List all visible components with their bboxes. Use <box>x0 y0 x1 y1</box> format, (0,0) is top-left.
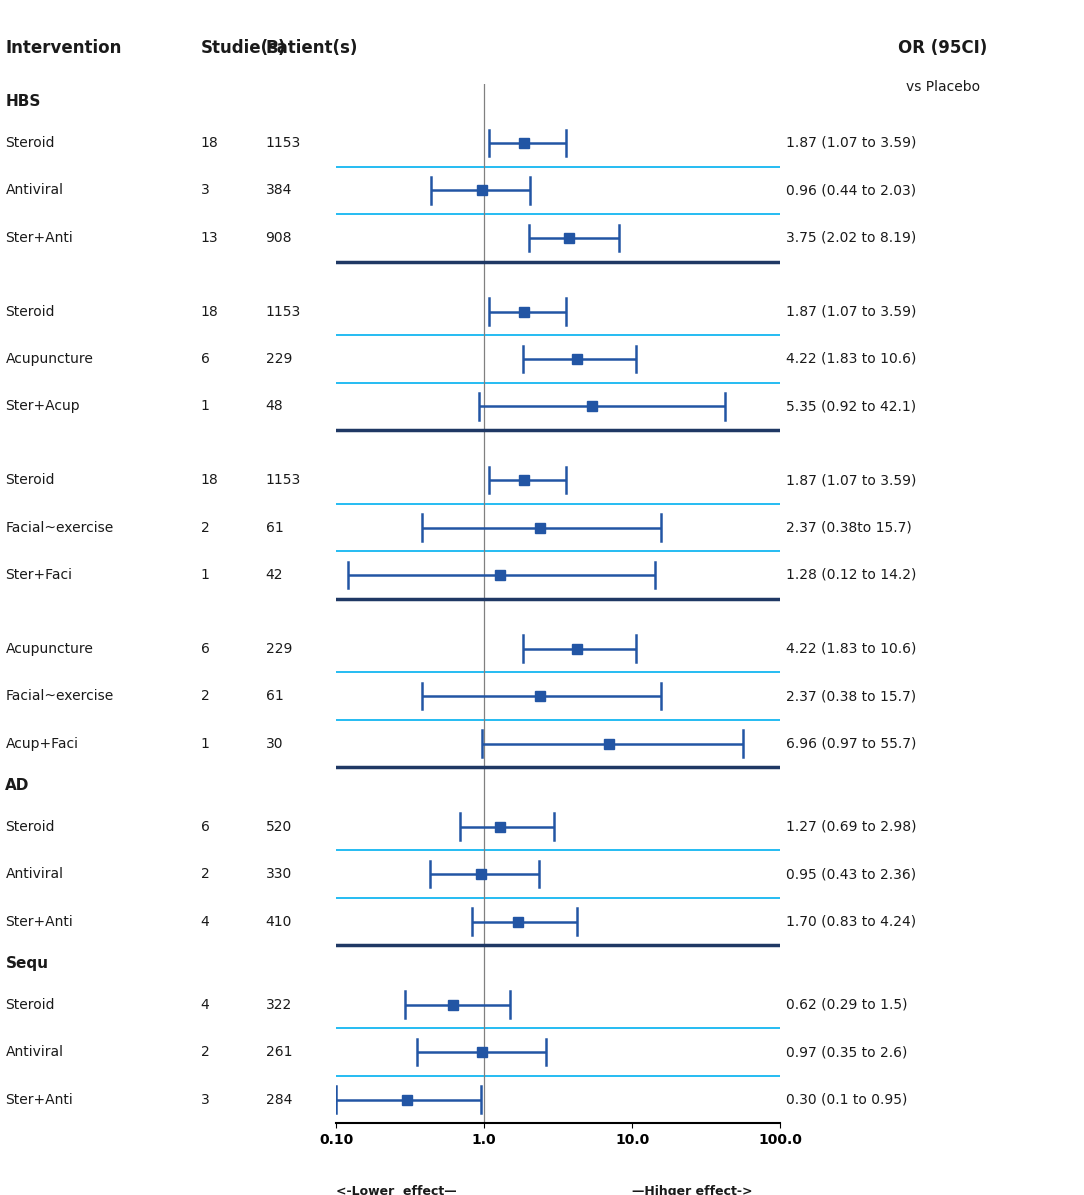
Text: Acup+Faci: Acup+Faci <box>5 736 78 750</box>
Text: Ster+Anti: Ster+Anti <box>5 231 74 245</box>
Text: 229: 229 <box>266 642 292 656</box>
Text: 1.28 (0.12 to 14.2): 1.28 (0.12 to 14.2) <box>786 568 916 582</box>
Text: 18: 18 <box>201 473 218 488</box>
Text: 1153: 1153 <box>266 305 301 319</box>
Text: Facial~exercise: Facial~exercise <box>5 690 114 703</box>
Text: 2: 2 <box>201 868 209 881</box>
Text: 6: 6 <box>201 353 209 366</box>
Text: Antiviral: Antiviral <box>5 184 64 197</box>
Text: 6.96 (0.97 to 55.7): 6.96 (0.97 to 55.7) <box>786 736 916 750</box>
Text: 0.95 (0.43 to 2.36): 0.95 (0.43 to 2.36) <box>786 868 916 881</box>
Text: 2: 2 <box>201 1046 209 1059</box>
Text: 1: 1 <box>201 399 209 413</box>
Text: 520: 520 <box>266 820 292 834</box>
Text: 4.22 (1.83 to 10.6): 4.22 (1.83 to 10.6) <box>786 353 916 366</box>
Text: Steroid: Steroid <box>5 305 55 319</box>
Text: 261: 261 <box>266 1046 292 1059</box>
Text: 1.87 (1.07 to 3.59): 1.87 (1.07 to 3.59) <box>786 136 916 151</box>
Text: Antiviral: Antiviral <box>5 1046 64 1059</box>
Text: Facial~exercise: Facial~exercise <box>5 521 114 534</box>
Text: Ster+Acup: Ster+Acup <box>5 399 80 413</box>
Text: 1.27 (0.69 to 2.98): 1.27 (0.69 to 2.98) <box>786 820 916 834</box>
Text: 2: 2 <box>201 690 209 703</box>
Text: 4: 4 <box>201 998 209 1012</box>
Text: 330: 330 <box>266 868 292 881</box>
Text: 284: 284 <box>266 1092 292 1107</box>
Text: 48: 48 <box>266 399 283 413</box>
Text: 384: 384 <box>266 184 292 197</box>
Text: 18: 18 <box>201 305 218 319</box>
Text: Acupuncture: Acupuncture <box>5 353 93 366</box>
Text: —Hihger effect->: —Hihger effect-> <box>632 1185 752 1195</box>
Text: 1: 1 <box>201 568 209 582</box>
Text: 30: 30 <box>266 736 283 750</box>
Text: 2.37 (0.38to 15.7): 2.37 (0.38to 15.7) <box>786 521 912 534</box>
Text: 3.75 (2.02 to 8.19): 3.75 (2.02 to 8.19) <box>786 231 916 245</box>
Text: Sequ: Sequ <box>5 956 49 970</box>
Text: <-Lower  effect—: <-Lower effect— <box>336 1185 456 1195</box>
Text: 6: 6 <box>201 820 209 834</box>
Text: 6: 6 <box>201 642 209 656</box>
Text: Steroid: Steroid <box>5 998 55 1012</box>
Text: HBS: HBS <box>5 94 41 109</box>
Text: Acupuncture: Acupuncture <box>5 642 93 656</box>
Text: Ster+Faci: Ster+Faci <box>5 568 73 582</box>
Text: 0.30 (0.1 to 0.95): 0.30 (0.1 to 0.95) <box>786 1092 907 1107</box>
Text: 1.70 (0.83 to 4.24): 1.70 (0.83 to 4.24) <box>786 914 916 929</box>
Text: Steroid: Steroid <box>5 473 55 488</box>
Text: 61: 61 <box>266 521 283 534</box>
Text: OR (95CI): OR (95CI) <box>899 39 988 57</box>
Text: 1.87 (1.07 to 3.59): 1.87 (1.07 to 3.59) <box>786 305 916 319</box>
Text: 2.37 (0.38 to 15.7): 2.37 (0.38 to 15.7) <box>786 690 916 703</box>
Text: 4.22 (1.83 to 10.6): 4.22 (1.83 to 10.6) <box>786 642 916 656</box>
Text: 908: 908 <box>266 231 292 245</box>
Text: 322: 322 <box>266 998 292 1012</box>
Text: 0.97 (0.35 to 2.6): 0.97 (0.35 to 2.6) <box>786 1046 907 1059</box>
Text: 13: 13 <box>201 231 218 245</box>
Text: 61: 61 <box>266 690 283 703</box>
Text: 4: 4 <box>201 914 209 929</box>
Text: Steroid: Steroid <box>5 136 55 151</box>
Text: Ster+Anti: Ster+Anti <box>5 914 74 929</box>
Text: 2: 2 <box>201 521 209 534</box>
Text: 3: 3 <box>201 1092 209 1107</box>
Text: 410: 410 <box>266 914 292 929</box>
Text: Ster+Anti: Ster+Anti <box>5 1092 74 1107</box>
Text: Antiviral: Antiviral <box>5 868 64 881</box>
Text: 0.96 (0.44 to 2.03): 0.96 (0.44 to 2.03) <box>786 184 916 197</box>
Text: 1153: 1153 <box>266 473 301 488</box>
Text: 1153: 1153 <box>266 136 301 151</box>
Text: 1: 1 <box>201 736 209 750</box>
Text: Intervention: Intervention <box>5 39 121 57</box>
Text: Patient(s): Patient(s) <box>266 39 358 57</box>
Text: 0.62 (0.29 to 1.5): 0.62 (0.29 to 1.5) <box>786 998 907 1012</box>
Text: AD: AD <box>5 778 29 792</box>
Text: 18: 18 <box>201 136 218 151</box>
Text: 3: 3 <box>201 184 209 197</box>
Text: 42: 42 <box>266 568 283 582</box>
Text: 229: 229 <box>266 353 292 366</box>
Text: vs Placebo: vs Placebo <box>906 80 980 94</box>
Text: Steroid: Steroid <box>5 820 55 834</box>
Text: 1.87 (1.07 to 3.59): 1.87 (1.07 to 3.59) <box>786 473 916 488</box>
Text: Studie(s): Studie(s) <box>201 39 286 57</box>
Text: 5.35 (0.92 to 42.1): 5.35 (0.92 to 42.1) <box>786 399 916 413</box>
